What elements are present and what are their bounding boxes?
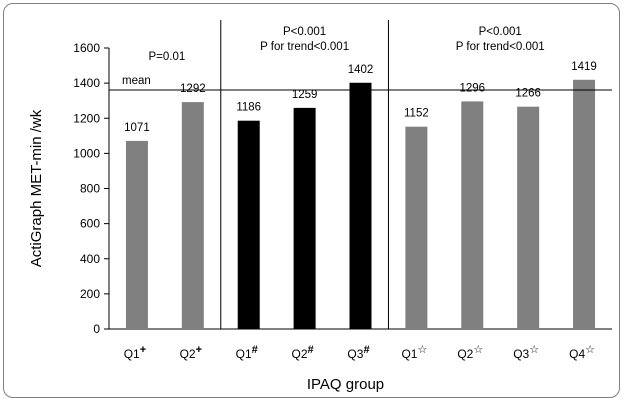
x-tick-label: Q1# bbox=[236, 344, 258, 361]
y-tick-label: 1600 bbox=[73, 41, 100, 55]
y-tick-label: 800 bbox=[80, 182, 100, 196]
x-tick-label: Q1+ bbox=[124, 344, 146, 361]
x-tick-label: Q2+ bbox=[180, 344, 202, 361]
y-tick-label: 1000 bbox=[73, 146, 100, 160]
y-tick-label: 600 bbox=[80, 217, 100, 231]
y-tick-label: 1400 bbox=[73, 76, 100, 90]
bar bbox=[573, 79, 596, 330]
bar bbox=[181, 102, 204, 329]
bar bbox=[461, 101, 484, 329]
group-p-value: P=0.01 bbox=[148, 51, 185, 63]
bar bbox=[125, 140, 148, 329]
bar bbox=[517, 106, 540, 329]
x-tick-label: Q2☆ bbox=[457, 344, 483, 361]
group-p-trend: P for trend<0.001 bbox=[456, 41, 545, 53]
x-tick-label: Q2# bbox=[292, 344, 314, 361]
y-tick-label: 0 bbox=[93, 322, 100, 336]
x-tick-label: Q3☆ bbox=[513, 344, 539, 361]
bar bbox=[405, 126, 428, 330]
bar bbox=[293, 107, 316, 329]
bar-value-label: 1402 bbox=[348, 64, 374, 76]
bar-value-label: 1071 bbox=[124, 122, 150, 134]
group-dividers bbox=[220, 20, 389, 329]
y-tick-label: 200 bbox=[80, 287, 100, 301]
group-p-trend: P for trend<0.001 bbox=[260, 41, 349, 53]
x-axis-title: IPAQ group bbox=[307, 376, 384, 393]
y-axis-title: ActiGraph MET-min /wk bbox=[28, 109, 45, 267]
group-statistics: P=0.01 P<0.001 P for trend<0.001 P<0.001 P f… bbox=[148, 26, 544, 63]
axes: 0 200 400 600 800 1000 1200 1400 1600 bbox=[73, 41, 612, 336]
x-tick-label: Q1☆ bbox=[401, 344, 427, 361]
group-p-value: P<0.001 bbox=[479, 26, 522, 38]
bars bbox=[125, 79, 596, 330]
bar-value-label: 1259 bbox=[292, 89, 318, 101]
bar bbox=[349, 82, 372, 330]
x-tick-label: Q3# bbox=[347, 344, 369, 361]
bar-value-label: 1152 bbox=[404, 108, 429, 120]
y-tick-label: 400 bbox=[80, 252, 100, 266]
bar-value-labels: 1071 1292 1186 1259 1402 1152 1296 1266 1419 bbox=[124, 61, 597, 134]
mean-line-label: mean bbox=[122, 75, 151, 87]
group-p-value: P<0.001 bbox=[283, 26, 326, 38]
y-tick-label: 1200 bbox=[73, 111, 100, 125]
bar-value-label: 1266 bbox=[515, 88, 541, 100]
bar-value-label: 1419 bbox=[571, 61, 597, 73]
bar-value-label: 1296 bbox=[459, 82, 485, 94]
bar-value-label: 1186 bbox=[236, 102, 261, 114]
bar-value-label: 1292 bbox=[180, 83, 206, 95]
x-tick-labels: Q1+ Q2+ Q1# Q2# Q3# Q1☆ Q2☆ Q3☆ Q4☆ bbox=[124, 344, 595, 361]
x-tick-label: Q4☆ bbox=[569, 344, 595, 361]
bar bbox=[237, 120, 260, 330]
